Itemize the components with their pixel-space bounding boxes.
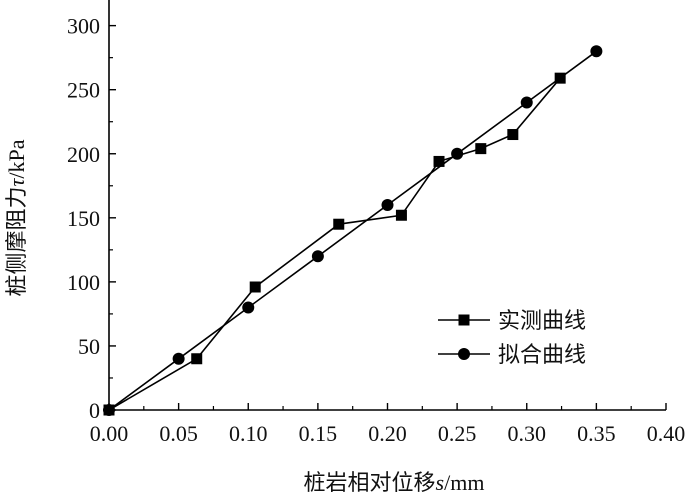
legend-marker xyxy=(458,314,470,326)
y-axis-title-text: 桩侧摩阻力 xyxy=(5,186,30,296)
y-axis-title: 桩侧摩阻力τ/kPa xyxy=(4,139,30,296)
x-tick-label: 0.25 xyxy=(438,421,477,446)
legend-label: 实测曲线 xyxy=(498,309,586,334)
x-tick-label: 0.40 xyxy=(647,421,686,446)
data-point-circle xyxy=(381,199,394,211)
x-tick-label: 0.10 xyxy=(229,421,268,446)
data-point-square xyxy=(475,143,487,155)
data-point-circle xyxy=(520,96,533,109)
series-layer xyxy=(103,45,603,416)
y-tick-label: 200 xyxy=(67,142,100,167)
x-axis-title-var: s xyxy=(436,470,445,495)
x-tick-label: 0.20 xyxy=(368,421,407,446)
legend-label: 拟合曲线 xyxy=(498,343,586,368)
data-point-square xyxy=(333,218,345,230)
x-tick-label: 0.30 xyxy=(508,421,547,446)
x-axis-title-unit: /mm xyxy=(444,470,484,495)
data-point-circle xyxy=(451,147,464,160)
legend-item: 实测曲线 xyxy=(438,309,586,334)
y-tick-label: 0 xyxy=(89,398,100,423)
data-point-square xyxy=(191,353,203,365)
x-tick-label: 0.00 xyxy=(90,421,129,446)
data-point-square xyxy=(433,155,445,167)
data-point-circle xyxy=(311,250,324,263)
x-tick-label: 0.15 xyxy=(299,421,338,446)
x-tick-label: 0.35 xyxy=(577,421,616,446)
data-point-circle xyxy=(103,404,115,416)
series-line xyxy=(108,50,597,411)
y-tick-label: 100 xyxy=(67,270,100,295)
x-axis-title-text: 桩岩相对位移 xyxy=(304,471,436,496)
y-tick-label: 300 xyxy=(67,14,100,39)
data-point-circle xyxy=(590,45,603,58)
data-point-square xyxy=(249,281,261,293)
legend-marker xyxy=(458,348,470,360)
y-axis-title-unit: /kPa xyxy=(4,139,29,178)
legend-item: 拟合曲线 xyxy=(438,343,586,368)
data-point-square xyxy=(507,129,519,141)
y-axis-title-var: τ xyxy=(4,177,29,186)
y-tick-label: 150 xyxy=(67,206,100,231)
ticks: 0.00 0.05 0.10 0.15 0.20 0.25 0.30 0.35 0.40 0 50 1… xyxy=(67,14,685,446)
data-point-circle xyxy=(172,352,185,365)
y-tick-label: 50 xyxy=(78,334,100,359)
data-point-circle xyxy=(242,301,255,314)
y-tick-label: 250 xyxy=(67,78,100,103)
data-point-square xyxy=(395,209,407,221)
x-tick-label: 0.05 xyxy=(159,421,198,446)
x-axis-title: 桩岩相对位移s/mm xyxy=(304,470,485,496)
series-2 xyxy=(103,45,603,416)
